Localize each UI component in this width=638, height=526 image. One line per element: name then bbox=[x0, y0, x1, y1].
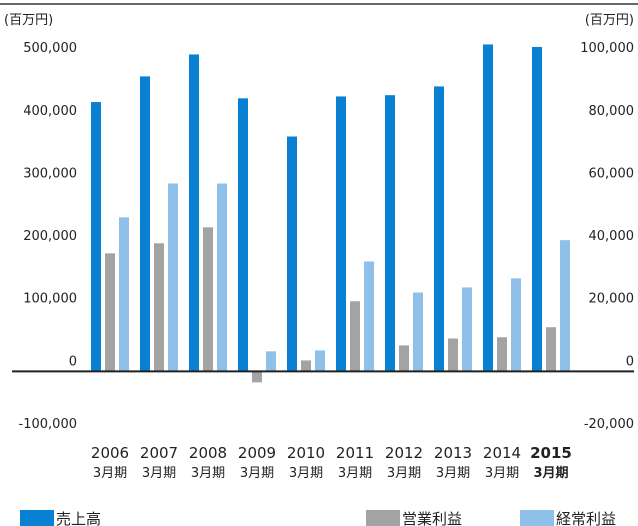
y-tick-label: 200,000 bbox=[23, 229, 77, 244]
bar bbox=[483, 44, 493, 372]
x-tick-label: 2010 bbox=[287, 444, 325, 462]
x-tick-suffix: 3月期 bbox=[533, 466, 568, 481]
x-tick-label: 2008 bbox=[189, 444, 227, 462]
bar bbox=[399, 345, 409, 372]
bar bbox=[546, 327, 556, 372]
x-tick-label: 2013 bbox=[434, 444, 472, 462]
bar bbox=[203, 227, 213, 372]
bar bbox=[217, 183, 227, 372]
legend-label: 営業利益 bbox=[402, 510, 462, 526]
y2-tick-label: 60,000 bbox=[589, 166, 635, 181]
x-tick-suffix: 3月期 bbox=[240, 466, 274, 481]
y2-unit: (百万円) bbox=[585, 13, 634, 28]
x-tick-suffix: 3月期 bbox=[142, 466, 176, 481]
bar bbox=[336, 96, 346, 372]
bar bbox=[91, 102, 101, 372]
bar bbox=[140, 76, 150, 372]
bar bbox=[252, 371, 262, 383]
legend-label: 売上高 bbox=[56, 510, 101, 526]
bar bbox=[532, 46, 542, 372]
legend-swatch bbox=[20, 510, 54, 526]
x-tick-suffix: 3月期 bbox=[485, 466, 519, 481]
bar bbox=[448, 338, 458, 372]
x-tick-suffix: 3月期 bbox=[338, 466, 372, 481]
x-tick-suffix: 3月期 bbox=[289, 466, 323, 481]
x-tick-label: 2006 bbox=[91, 444, 129, 462]
bar bbox=[462, 287, 472, 372]
x-tick-label: 2015 bbox=[530, 444, 572, 462]
x-tick-label: 2007 bbox=[140, 444, 178, 462]
bar bbox=[511, 278, 521, 372]
bar bbox=[168, 183, 178, 372]
bar bbox=[287, 136, 297, 372]
y-unit: (百万円) bbox=[4, 13, 53, 28]
bar bbox=[434, 86, 444, 372]
legend-swatch bbox=[366, 510, 400, 526]
y-tick-label: 100,000 bbox=[23, 292, 77, 307]
x-tick-label: 2012 bbox=[385, 444, 423, 462]
y2-tick-label: 80,000 bbox=[589, 104, 635, 119]
bar bbox=[560, 240, 570, 372]
bar bbox=[364, 261, 374, 372]
bar bbox=[238, 98, 248, 372]
x-tick-suffix: 3月期 bbox=[436, 466, 470, 481]
legend-label: 経常利益 bbox=[556, 510, 616, 526]
y-tick-label: 500,000 bbox=[23, 41, 77, 56]
bar bbox=[105, 253, 115, 372]
x-tick-suffix: 3月期 bbox=[93, 466, 127, 481]
bar bbox=[266, 351, 276, 372]
bar bbox=[350, 301, 360, 372]
x-tick-label: 2009 bbox=[238, 444, 276, 462]
y2-tick-label: 0 bbox=[626, 354, 634, 369]
bar bbox=[385, 95, 395, 372]
legend-swatch bbox=[520, 510, 554, 526]
y2-tick-label: 40,000 bbox=[589, 229, 635, 244]
x-tick-suffix: 3月期 bbox=[387, 466, 421, 481]
y2-tick-label: -20,000 bbox=[584, 417, 634, 432]
bar bbox=[119, 217, 129, 372]
bar bbox=[413, 292, 423, 372]
bar bbox=[301, 360, 311, 372]
y-tick-label: 400,000 bbox=[23, 104, 77, 119]
bar bbox=[315, 350, 325, 372]
y-tick-label: -100,000 bbox=[19, 417, 77, 432]
y2-tick-label: 20,000 bbox=[589, 292, 635, 307]
y2-tick-label: 100,000 bbox=[580, 41, 634, 56]
bar bbox=[497, 337, 507, 372]
x-tick-label: 2014 bbox=[483, 444, 521, 462]
x-tick-suffix: 3月期 bbox=[191, 466, 225, 481]
bar bbox=[154, 243, 164, 372]
y-tick-label: 300,000 bbox=[23, 166, 77, 181]
y-tick-label: 0 bbox=[69, 354, 77, 369]
bar bbox=[189, 54, 199, 372]
x-tick-label: 2011 bbox=[336, 444, 374, 462]
